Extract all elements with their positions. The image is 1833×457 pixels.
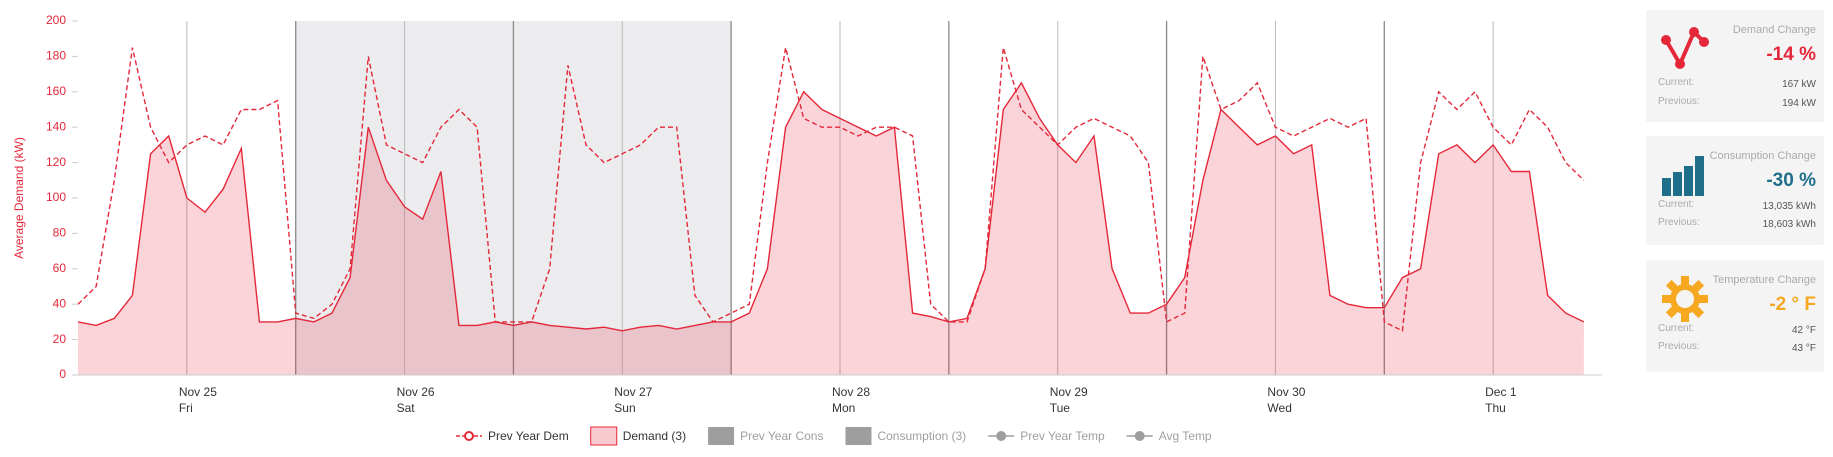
y-tick-label: 180	[46, 49, 66, 63]
card-label: Current:	[1658, 77, 1695, 88]
consumption-card: Consumption Change -30 % Current: 13,035…	[1646, 136, 1824, 245]
temperature-card: Temperature Change -2 ° F Current: 42 °F…	[1646, 260, 1824, 372]
legend-marker	[464, 431, 474, 441]
y-tick-label: 120	[46, 155, 66, 169]
y-tick-label: 140	[46, 119, 66, 133]
y-tick-label: 100	[46, 190, 66, 204]
series-area	[78, 82, 1584, 376]
consumption-icon	[1662, 156, 1704, 196]
y-tick-label: 160	[46, 84, 66, 98]
card-current: 42 °F	[1791, 325, 1816, 336]
legend-label: Avg Temp	[1159, 429, 1212, 443]
card-current: 167 kW	[1782, 79, 1816, 90]
card-previous: 43 °F	[1791, 343, 1816, 354]
card-value: -30 %	[1766, 170, 1816, 191]
x-tick-label: Nov 27	[614, 385, 652, 399]
card-value: -14 %	[1766, 44, 1816, 65]
demand-icon	[1661, 27, 1709, 69]
legend-marker	[996, 431, 1007, 441]
demand-card: Demand Change -14 % Current: 167 kW Prev…	[1646, 10, 1824, 122]
y-tick-label: 20	[53, 332, 67, 346]
y-tick-label: 40	[53, 296, 67, 310]
x-tick-label: Nov 28	[832, 385, 870, 399]
x-tick-label: Nov 26	[397, 385, 435, 399]
x-tick-sublabel: Fri	[179, 401, 193, 415]
card-label: Previous:	[1658, 96, 1700, 107]
card-title: Consumption Change	[1709, 150, 1816, 162]
legend-marker	[1134, 431, 1145, 441]
x-tick-label: Nov 25	[179, 385, 217, 399]
legend-swatch	[590, 426, 618, 446]
card-previous: 194 kW	[1782, 98, 1816, 109]
x-tick-label: Nov 30	[1267, 385, 1305, 399]
y-tick-label: 200	[46, 13, 66, 27]
y-tick-label: 80	[53, 226, 67, 240]
legend-swatch	[708, 427, 735, 445]
card-current: 13,035 kWh	[1762, 201, 1816, 212]
card-title: Demand Change	[1732, 24, 1816, 36]
x-tick-sublabel: Mon	[832, 401, 855, 415]
card-previous: 18,603 kWh	[1762, 219, 1816, 230]
x-tick-label: Nov 29	[1050, 385, 1088, 399]
x-tick-sublabel: Thu	[1485, 401, 1506, 415]
legend-label: Prev Year Temp	[1020, 429, 1105, 443]
chart: Average Demand (kW) Nov 25 Fri Nov 26 Sat No…	[12, 13, 1602, 415]
x-tick-label: Dec 1	[1485, 385, 1517, 399]
x-tick-sublabel: Sat	[397, 401, 416, 415]
card-label: Previous:	[1658, 217, 1700, 228]
legend-label: Prev Year Dem	[488, 429, 569, 443]
x-tick-sublabel: Wed	[1267, 401, 1291, 415]
card-label: Current:	[1658, 199, 1695, 210]
legend-swatch	[845, 427, 872, 445]
x-tick-sublabel: Tue	[1050, 401, 1071, 415]
card-value: -2 ° F	[1769, 294, 1816, 315]
card-label: Current:	[1658, 323, 1695, 334]
legend-label: Demand (3)	[623, 429, 686, 443]
temperature-icon	[1662, 276, 1708, 322]
legend-label: Prev Year Cons	[740, 429, 823, 443]
y-tick-label: 60	[53, 261, 67, 275]
series-line	[77, 47, 1585, 332]
legend-svg: Prev Year Dem Demand (3) Prev Year Cons Con…	[456, 426, 1212, 446]
y-axis-label: Average Demand (kW)	[12, 137, 26, 259]
y-tick-label: 0	[59, 367, 66, 381]
legend: Prev Year Dem Demand (3) Prev Year Cons Con…	[440, 424, 1340, 448]
card-title: Temperature Change	[1712, 274, 1816, 286]
x-tick-sublabel: Sun	[614, 401, 635, 415]
card-label: Previous:	[1658, 341, 1700, 352]
series-line	[77, 81, 1585, 332]
legend-label: Consumption (3)	[877, 429, 966, 443]
